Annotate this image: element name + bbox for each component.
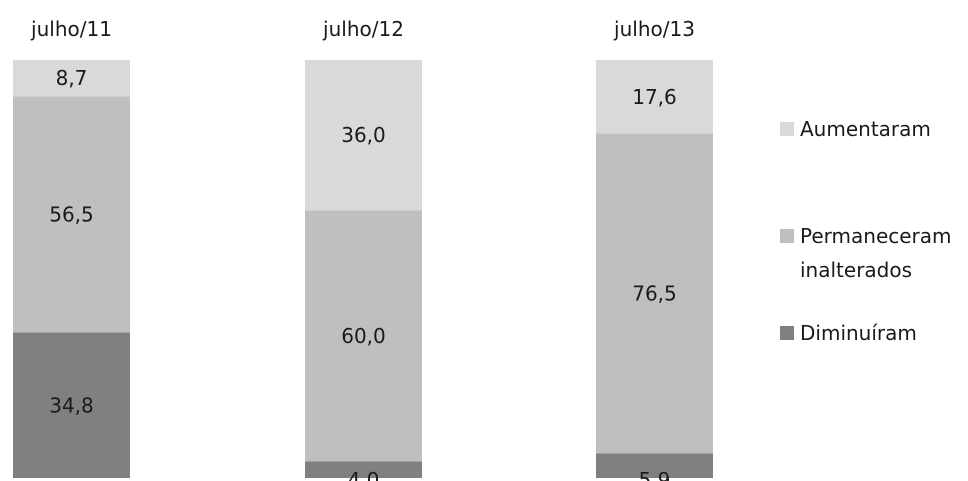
data-label: 4,0 <box>348 468 380 481</box>
legend-swatch <box>780 326 794 340</box>
bar-segment-aumentaram-2 <box>596 60 713 134</box>
bar-segment-diminuiram-0 <box>13 332 130 478</box>
bar-segment-permaneceram-0 <box>13 96 130 333</box>
data-label: 17,6 <box>632 85 677 109</box>
legend-label: Diminuíram <box>800 321 917 345</box>
bar-segment-permaneceram-1 <box>305 210 422 462</box>
category-labels-group: julho/11 julho/12 julho/13 <box>30 17 695 41</box>
bar-segment-permaneceram-2 <box>596 133 713 454</box>
bar-segment-diminuiram-2 <box>596 453 713 478</box>
bar-segment-aumentaram-1 <box>305 60 422 211</box>
legend-swatch <box>780 122 794 136</box>
data-label: 76,5 <box>632 281 677 305</box>
legend-label: Aumentaram <box>800 117 931 141</box>
data-label: 36,0 <box>341 123 386 147</box>
bars-group: 34,8 56,5 8,7 4,0 60,0 36,0 5,9 76,5 17,6 <box>13 60 713 481</box>
legend-swatch <box>780 229 794 243</box>
data-label: 56,5 <box>49 202 94 226</box>
data-label: 5,9 <box>639 468 671 481</box>
category-label: julho/12 <box>322 17 404 41</box>
legend-label: Permaneceram <box>800 224 952 248</box>
data-label: 34,8 <box>49 393 94 417</box>
category-label: julho/11 <box>30 17 112 41</box>
bar-segment-aumentaram-0 <box>13 60 130 97</box>
data-label: 8,7 <box>56 66 88 90</box>
legend: Aumentaram Permaneceram inalterados Diminuí… <box>780 117 952 345</box>
category-label: julho/13 <box>613 17 695 41</box>
bar-segment-diminuiram-1 <box>305 461 422 478</box>
data-label: 60,0 <box>341 324 386 348</box>
legend-label: inalterados <box>800 258 912 282</box>
